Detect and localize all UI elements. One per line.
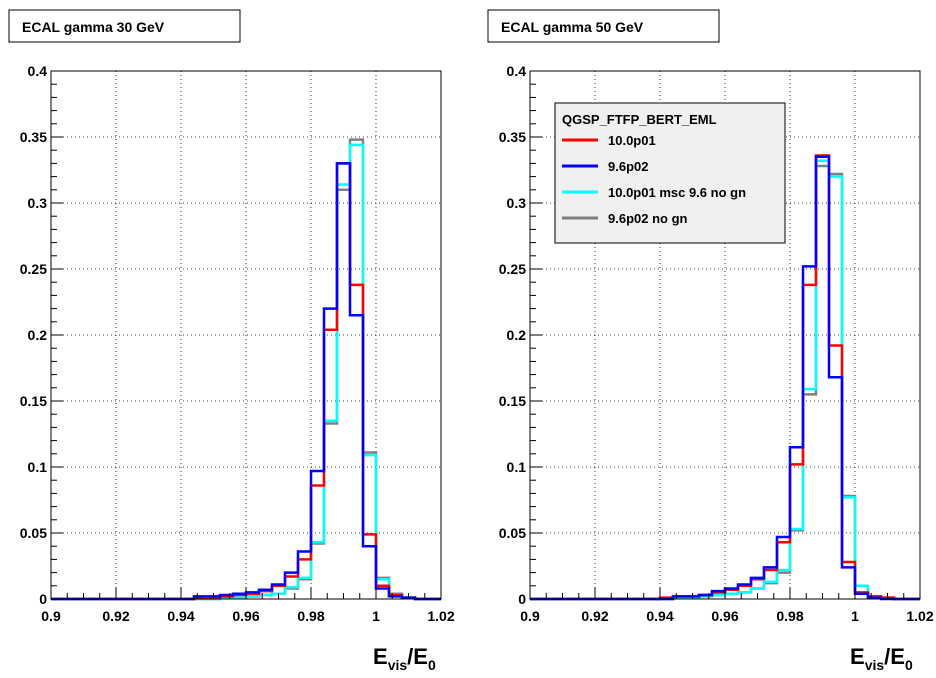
series-line-9-6p02-no-gn [51, 138, 441, 601]
legend-label: 9.6p02 no gn [608, 211, 688, 226]
chart-title: ECAL gamma 50 GeV [501, 19, 644, 35]
title-box [487, 9, 720, 43]
x-tick-label: 1 [372, 608, 380, 624]
series-line-10-0p01 [51, 162, 441, 601]
y-tick-label: 0.35 [499, 129, 526, 145]
title-box [8, 9, 241, 43]
y-tick-label: 0.15 [499, 393, 526, 409]
legend-label: 10.0p01 [608, 133, 656, 148]
x-tick-label: 0.94 [646, 608, 673, 624]
grid-lines [50, 70, 442, 600]
y-tick-label: 0.25 [20, 261, 47, 277]
legend: QGSP_FTFP_BERT_EML 10.0p01 9.6p02 10.0p01 … [554, 102, 786, 244]
legend-box [554, 102, 786, 244]
axis-ticks: 0.9 0.92 0.94 0.96 0.98 1 1.02 0 0.05 0.1 0.15 0.2 0… [20, 63, 455, 624]
y-tick-label: 0 [39, 591, 47, 607]
legend-label: 10.0p01 msc 9.6 no gn [608, 185, 746, 200]
y-tick-label: 0.1 [507, 459, 527, 475]
x-tick-label: 0.92 [581, 608, 608, 624]
y-tick-label: 0.25 [499, 261, 526, 277]
y-tick-label: 0.05 [20, 525, 47, 541]
y-tick-label: 0.4 [507, 63, 527, 79]
x-tick-label: 0.98 [776, 608, 803, 624]
x-tick-label: 0.96 [711, 608, 738, 624]
legend-label: 9.6p02 [608, 159, 648, 174]
y-tick-label: 0.05 [499, 525, 526, 541]
x-tick-label: 0.94 [167, 608, 194, 624]
chart-panel-50gev: ECAL gamma 50 GeV 0.9 0.92 0.94 0.96 0.98 1 1.… [487, 9, 934, 673]
chart-title: ECAL gamma 30 GeV [22, 19, 165, 35]
x-tick-label: 0.98 [297, 608, 324, 624]
y-tick-label: 0.15 [20, 393, 47, 409]
x-axis-label: Evis/E0 [373, 644, 436, 673]
y-tick-label: 0.3 [28, 195, 48, 211]
x-tick-label: 1.02 [906, 608, 933, 624]
y-tick-label: 0.2 [507, 327, 527, 343]
x-tick-label: 1 [851, 608, 859, 624]
x-tick-label: 0.92 [102, 608, 129, 624]
y-tick-label: 0.3 [507, 195, 527, 211]
x-tick-label: 0.9 [41, 608, 61, 624]
chart-panel-30gev: ECAL gamma 30 GeV 0.9 0.92 0.94 0.96 0.98 1 1.… [8, 9, 455, 673]
axis-ticks: 0.9 0.92 0.94 0.96 0.98 1 1.02 0 0.05 0.1 0.15 0.2 0… [499, 63, 934, 624]
y-tick-label: 0.4 [28, 63, 48, 79]
y-tick-label: 0.35 [20, 129, 47, 145]
x-tick-label: 0.9 [520, 608, 540, 624]
x-tick-label: 1.02 [427, 608, 454, 624]
series-line-9-6p02 [51, 162, 441, 601]
legend-entries: 10.0p01 9.6p02 10.0p01 msc 9.6 no gn 9.6p02… [562, 133, 746, 226]
x-tick-label: 0.96 [232, 608, 259, 624]
x-axis-label: Evis/E0 [850, 644, 913, 673]
legend-header: QGSP_FTFP_BERT_EML [562, 112, 717, 127]
y-tick-label: 0.2 [28, 327, 48, 343]
y-tick-label: 0 [518, 591, 526, 607]
y-tick-label: 0.1 [28, 459, 48, 475]
histogram-series [51, 138, 441, 601]
